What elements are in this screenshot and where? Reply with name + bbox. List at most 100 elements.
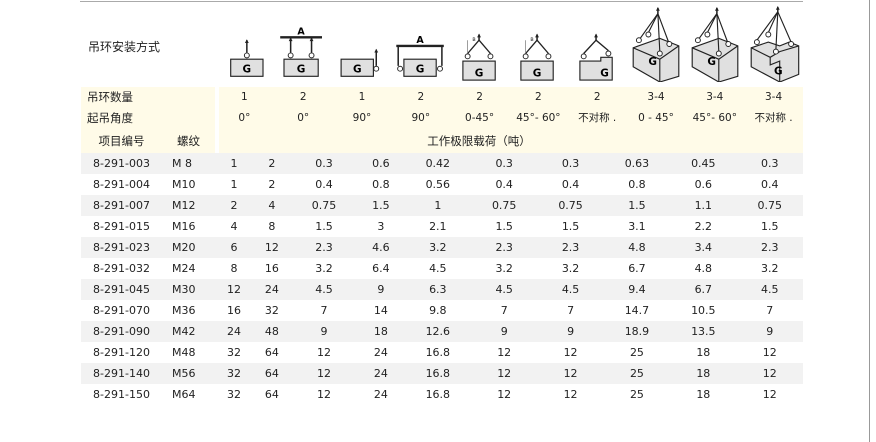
eye-count-cell: 3-4 bbox=[706, 91, 724, 103]
wll-cell: 25 bbox=[603, 363, 671, 384]
wll-cell: 2.3 bbox=[736, 237, 803, 258]
four-leg-box-icon: G bbox=[627, 6, 686, 82]
wll-cell: 3.2 bbox=[315, 262, 333, 275]
wll-cell: 1.5 bbox=[561, 220, 580, 233]
wll-cell: 1 bbox=[230, 178, 238, 191]
svg-text:G: G bbox=[243, 64, 252, 76]
angle-row: 起吊角度 0° 0° 90° 90° 0-45° 45°- 60° 不对称 . 0 - 45°… bbox=[81, 108, 803, 129]
item-no-cell: 8-291-023 bbox=[81, 237, 162, 258]
wll-cell: 32 bbox=[215, 363, 253, 384]
wll-cell: 16.8 bbox=[425, 346, 451, 359]
wll-cell: 7 bbox=[567, 304, 575, 317]
wll-cell: 3.2 bbox=[404, 237, 471, 258]
eye-count-cell: 1 bbox=[241, 91, 248, 103]
svg-text:B: B bbox=[531, 37, 534, 43]
wll-cell: 0.4 bbox=[495, 178, 513, 191]
wll-cell: 0.75 bbox=[736, 195, 803, 216]
wll-cell: 0.3 bbox=[736, 153, 803, 174]
table-row: 8-291-003 M 8 1 2 0.3 0.6 0.42 0.3 0.3 0.63 0.45 0.… bbox=[81, 153, 803, 174]
item-no-cell: 8-291-070 bbox=[93, 304, 150, 317]
wll-cell: 0.3 bbox=[290, 153, 358, 174]
eye-count-cell: 2 bbox=[299, 91, 307, 103]
wll-cell: 18 bbox=[696, 346, 711, 359]
wll-cell: 3 bbox=[377, 220, 385, 233]
wll-cell: 6.3 bbox=[404, 279, 471, 300]
wll-cell: 4.6 bbox=[357, 237, 405, 258]
table-row: 8-291-023 M20 6 12 2.3 4.6 3.2 2.3 2.3 4.8 3.4 2.3 bbox=[81, 237, 803, 258]
thread-cell: M24 bbox=[172, 262, 196, 275]
wll-cell: 0.63 bbox=[603, 153, 671, 174]
wll-cell: 4.5 bbox=[429, 262, 447, 275]
wll-cell: 16.8 bbox=[404, 363, 471, 384]
table-row: 8-291-032 M24 8 16 3.2 6.4 4.5 3.2 3.2 6.7 4.8 3.2 bbox=[81, 258, 803, 279]
wll-cell: 0.4 bbox=[761, 178, 779, 191]
wll-cell: 3.1 bbox=[628, 220, 646, 233]
wll-cell: 25 bbox=[629, 388, 644, 401]
wll-cell: 6.4 bbox=[372, 262, 390, 275]
wll-cell: 12 bbox=[252, 237, 291, 258]
table-row: 8-291-090 M42 24 48 9 18 12.6 9 9 18.9 13.5 9 bbox=[81, 321, 803, 342]
thread-cell: M 8 bbox=[162, 153, 215, 174]
table-row: 8-291-007 M12 2 4 0.75 1.5 1 0.75 0.75 1.5 1.1 0.75 bbox=[81, 195, 803, 216]
angle-cell: 0 - 45° bbox=[638, 112, 674, 124]
svg-text:G: G bbox=[707, 56, 716, 68]
thread-cell: M10 bbox=[172, 178, 196, 191]
wll-cell: 0.8 bbox=[628, 178, 646, 191]
wll-cell: 1.5 bbox=[603, 195, 671, 216]
svg-text:A: A bbox=[416, 35, 424, 46]
thread-cell: M20 bbox=[162, 237, 215, 258]
item-no-cell: 8-291-120 bbox=[93, 346, 150, 359]
two-leg-asymmetric-icon: G bbox=[568, 6, 627, 82]
wll-cell: 9 bbox=[471, 321, 538, 342]
thread-cell: M42 bbox=[162, 321, 215, 342]
wll-cell: 2 bbox=[252, 153, 291, 174]
wll-cell: 18 bbox=[670, 363, 737, 384]
wll-cell: 24 bbox=[215, 321, 253, 342]
eye-count-cell: 3-4 bbox=[764, 91, 783, 103]
wll-cell: 24 bbox=[373, 388, 388, 401]
wll-cell: 25 bbox=[629, 346, 644, 359]
wll-cell: 8 bbox=[268, 220, 276, 233]
wll-cell: 12 bbox=[215, 279, 253, 300]
wll-cell: 16 bbox=[264, 262, 279, 275]
wll-cell: 7 bbox=[320, 304, 328, 317]
table-row: 8-291-140 M56 32 64 12 24 16.8 12 12 25 18 12 bbox=[81, 363, 803, 384]
wll-cell: 0.75 bbox=[290, 195, 358, 216]
angle-cell: 不对称 . bbox=[578, 112, 617, 124]
wll-cell: 0.4 bbox=[561, 178, 580, 191]
eye-count-label: 吊环数量 bbox=[87, 90, 133, 104]
wll-cell: 3.2 bbox=[561, 262, 580, 275]
table-row: 8-291-004 M10 1 2 0.4 0.8 0.56 0.4 0.4 0.8 0.6 0.4 bbox=[81, 174, 803, 195]
eye-count-row: 吊环数量 1 2 1 2 2 2 2 3-4 3-4 3-4 bbox=[81, 87, 803, 108]
wll-cell: 1.5 bbox=[357, 195, 405, 216]
wll-cell: 2.3 bbox=[471, 237, 538, 258]
item-no-cell: 8-291-003 bbox=[81, 153, 162, 174]
wll-cell: 3.2 bbox=[495, 262, 513, 275]
thread-cell: M56 bbox=[162, 363, 215, 384]
wll-cell: 16.8 bbox=[425, 388, 451, 401]
eye-count-cell: 2 bbox=[535, 91, 542, 103]
wll-cell: 12 bbox=[290, 363, 358, 384]
single-vertical-icon: G bbox=[215, 6, 274, 82]
svg-text:G: G bbox=[416, 64, 425, 76]
wll-cell: 2.3 bbox=[537, 237, 604, 258]
thread-header: 螺纹 bbox=[177, 134, 200, 148]
svg-text:G: G bbox=[533, 67, 542, 79]
wll-cell: 4 bbox=[252, 195, 291, 216]
wll-cell: 32 bbox=[226, 346, 241, 359]
wll-cell: 8 bbox=[230, 262, 238, 275]
wll-cell: 64 bbox=[252, 363, 291, 384]
angle-cell: 0° bbox=[238, 112, 251, 124]
wll-cell: 12 bbox=[497, 346, 512, 359]
wll-cell: 0.75 bbox=[471, 195, 538, 216]
wll-cell: 18 bbox=[357, 321, 405, 342]
wll-cell: 9 bbox=[290, 321, 358, 342]
svg-text:G: G bbox=[297, 64, 306, 76]
wll-cell: 32 bbox=[264, 304, 279, 317]
wll-cell: 12 bbox=[537, 363, 604, 384]
wll-cell: 1 bbox=[215, 153, 253, 174]
table-row: 8-291-015 M16 4 8 1.5 3 2.1 1.5 1.5 3.1 2.2 1.5 bbox=[81, 216, 803, 237]
wll-cell: 4.5 bbox=[736, 279, 803, 300]
